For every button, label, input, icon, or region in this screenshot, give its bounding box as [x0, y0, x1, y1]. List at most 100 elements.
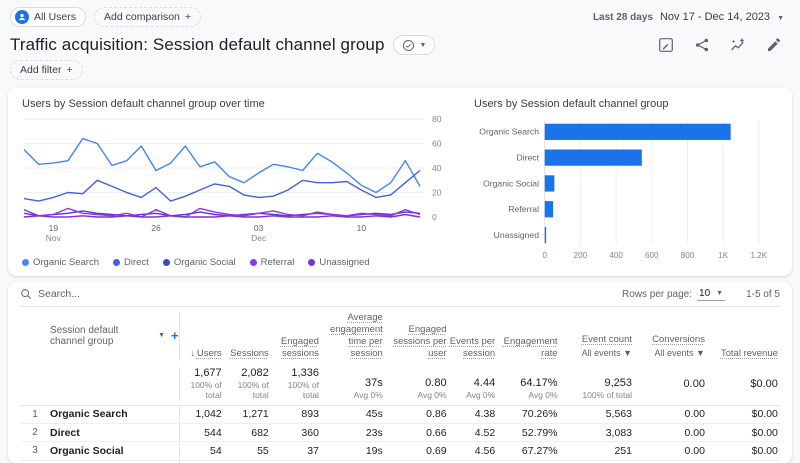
totals-value: 0.80 [425, 376, 447, 389]
dimension-header-cell: Session default channel group ▼ + [20, 312, 180, 360]
metric-cell: $0.00 [751, 444, 778, 457]
customize-report-icon[interactable] [658, 37, 674, 53]
column-header-engaged-sessions[interactable]: Engaged sessions [271, 336, 321, 360]
y-axis-tick-label: 60 [432, 139, 442, 149]
metric-cell: $0.00 [751, 408, 778, 421]
metric-cell: 251 [614, 444, 632, 457]
table-row[interactable]: 1 Organic Search 1,042 1,271 893 45s 0.86 4.38 7… [20, 405, 780, 424]
report-status-pill[interactable]: ▼ [392, 35, 436, 55]
metric-cell: 55 [257, 444, 269, 457]
bar-organic-social[interactable] [544, 175, 555, 192]
search-input[interactable] [38, 288, 258, 300]
chevron-down-icon: ▼ [716, 289, 724, 297]
column-header-engagement-rate[interactable]: Engagement rate [497, 336, 559, 360]
totals-caption: Avg 0% [353, 389, 383, 400]
bar-unassigned[interactable] [544, 226, 547, 244]
row-number: 1 [32, 408, 38, 420]
metric-cell: 4.56 [474, 444, 496, 457]
all-users-label: All Users [34, 11, 77, 23]
charts-card: Users by Session default channel group o… [8, 88, 792, 276]
chevron-down-icon: ▼ [158, 332, 165, 340]
column-header-event-count[interactable]: Event count All events ▼ [560, 334, 634, 359]
totals-cell: 9,253 100% of total [560, 377, 634, 400]
date-preset-label: Last 28 days [592, 12, 653, 23]
table-row[interactable]: 3 Organic Social 54 55 37 19s 0.69 4.56 67.27% 25… [20, 442, 780, 461]
rows-per-page-select[interactable]: 10 ▼ [697, 287, 726, 301]
y-axis-tick-label: 40 [432, 163, 442, 173]
insights-icon[interactable] [730, 37, 746, 53]
totals-cell: 1,336 100% of total [271, 367, 321, 400]
column-header-total-revenue[interactable]: Total revenue [707, 348, 780, 360]
legend-item-organic-search[interactable]: Organic Search [22, 257, 99, 268]
legend-item-organic-social[interactable]: Organic Social [162, 257, 236, 268]
metric-cell: 4.52 [474, 426, 496, 439]
bar-category-label: Organic Search [479, 127, 539, 137]
x-axis-tick-label: 1K [718, 251, 729, 260]
line-series-referral [23, 207, 421, 218]
totals-value: 9,253 [604, 376, 632, 389]
add-comparison-chip[interactable]: Add comparison + [94, 7, 202, 27]
all-users-chip[interactable]: All Users [10, 7, 87, 27]
legend-item-referral[interactable]: Referral [249, 257, 294, 268]
plus-icon: + [66, 64, 73, 76]
totals-value: 64.17% [520, 376, 558, 389]
totals-value: 1,336 [291, 366, 319, 379]
row-dimension-cell: 2 Direct [20, 423, 180, 442]
metric-cell: 19s [365, 444, 383, 457]
totals-cell: 0.00 [634, 378, 707, 400]
table-card: Rows per page: 10 ▼ 1-5 of 5 Session def… [8, 282, 792, 463]
date-range-picker[interactable]: Last 28 days Nov 17 - Dec 14, 2023 ▼ [593, 11, 784, 23]
y-axis-tick-label: 0 [432, 212, 437, 222]
metric-cell: 360 [301, 426, 319, 439]
bar-referral[interactable] [544, 201, 554, 218]
totals-dimension-cell [20, 366, 180, 400]
share-icon[interactable] [694, 37, 710, 53]
bar-direct[interactable] [544, 149, 642, 166]
edit-icon[interactable] [766, 37, 782, 53]
column-header-label: Total revenue [720, 347, 778, 359]
chevron-down-icon: ▼ [777, 15, 784, 22]
column-header-events-per-session[interactable]: Events per session [449, 336, 498, 360]
totals-value: 2,082 [241, 366, 269, 379]
add-dimension-button[interactable]: + [171, 328, 179, 344]
totals-value: 37s [365, 376, 383, 389]
data-table: Session default channel group ▼ + ↓ Users Se… [20, 307, 780, 463]
line-series-direct [23, 169, 421, 202]
metric-cell: 1,271 [242, 408, 269, 421]
bar-chart-panel: Users by Session default channel group 0… [464, 98, 778, 270]
legend-dot-icon [22, 259, 29, 266]
add-filter-label: Add filter [20, 64, 62, 76]
metric-cell: 0.00 [684, 444, 705, 457]
column-header-average-engagement-time-per-session[interactable]: Average engagement time per session [321, 312, 385, 360]
add-filter-chip[interactable]: Add filter + [10, 60, 83, 80]
dimension-header[interactable]: Session default channel group ▼ + [20, 325, 179, 347]
metric-cell: 3,083 [605, 426, 632, 439]
y-axis-tick-label: 80 [432, 114, 442, 124]
channel-name: Organic Social [50, 444, 124, 457]
bar-chart[interactable]: 0 200 400 600 800 1K 1.2K Organic Search Direct O… [474, 113, 778, 273]
column-header-label: Engaged sessions per user [393, 323, 447, 359]
column-filter-select[interactable]: All events ▼ [581, 348, 632, 359]
bar-category-label: Organic Social [483, 178, 539, 188]
metric-cell: 0.86 [426, 408, 447, 421]
row-dimension-cell: 1 Organic Search [20, 405, 180, 423]
column-header-engaged-sessions-per-user[interactable]: Engaged sessions per user [385, 324, 449, 360]
totals-cell: 0.80 Avg 0% [385, 377, 449, 400]
legend-dot-icon [308, 259, 316, 266]
page-title: Traffic acquisition: Session default cha… [10, 35, 385, 54]
column-header-label: Engaged sessions [280, 335, 319, 359]
column-header-sessions[interactable]: Sessions [224, 348, 271, 360]
legend-item-direct[interactable]: Direct [113, 257, 149, 268]
metric-cell: 52.79% [521, 426, 558, 439]
bar-organic-search[interactable] [544, 123, 731, 140]
column-header-label: Average engagement time per session [329, 312, 383, 359]
column-header-conversions[interactable]: Conversions All events ▼ [634, 334, 707, 359]
column-header-users[interactable]: ↓ Users [180, 348, 224, 360]
legend-item-unassigned[interactable]: Unassigned [308, 257, 370, 268]
column-filter-select[interactable]: All events ▼ [654, 348, 705, 359]
column-header-label: Engagement rate [503, 335, 558, 359]
channel-name: Direct [50, 426, 80, 439]
rows-per-page-value: 10 [699, 287, 711, 299]
table-row[interactable]: 2 Direct 544 682 360 23s 0.66 4.52 52.79% 3,083 0.… [20, 423, 780, 443]
